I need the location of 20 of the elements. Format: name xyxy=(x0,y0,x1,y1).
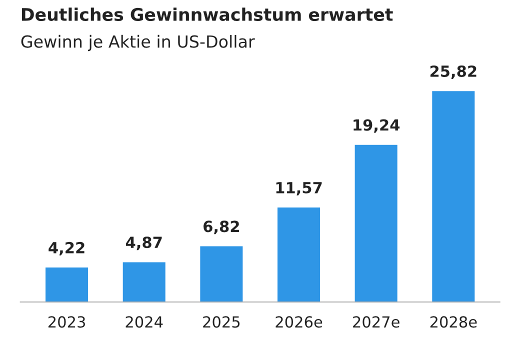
chart-title: Deutliches Gewinnwachstum erwartet xyxy=(22,8,393,22)
bar xyxy=(432,91,475,302)
x-tick-label: 2027e xyxy=(353,316,400,328)
chart-subtitle: Gewinn je Aktie in US-Dollar xyxy=(21,34,255,52)
x-tick-label: 2028e xyxy=(430,316,477,328)
x-tick-label: 2025 xyxy=(203,316,240,328)
data-label: 4,87 xyxy=(126,236,162,250)
x-tick-label: 2024 xyxy=(126,316,163,328)
data-label: 25,82 xyxy=(430,65,476,79)
x-tick-label: 2026e xyxy=(276,316,322,328)
bar xyxy=(354,144,398,302)
bar xyxy=(122,262,166,302)
data-label: 11,57 xyxy=(276,182,322,196)
data-label: 19,24 xyxy=(354,119,400,133)
x-tick-label: 2023 xyxy=(48,316,86,328)
bar xyxy=(46,268,88,302)
data-label: 4,22 xyxy=(48,242,84,256)
bar xyxy=(278,207,320,302)
data-label: 6,82 xyxy=(204,220,239,234)
bar xyxy=(200,246,243,302)
